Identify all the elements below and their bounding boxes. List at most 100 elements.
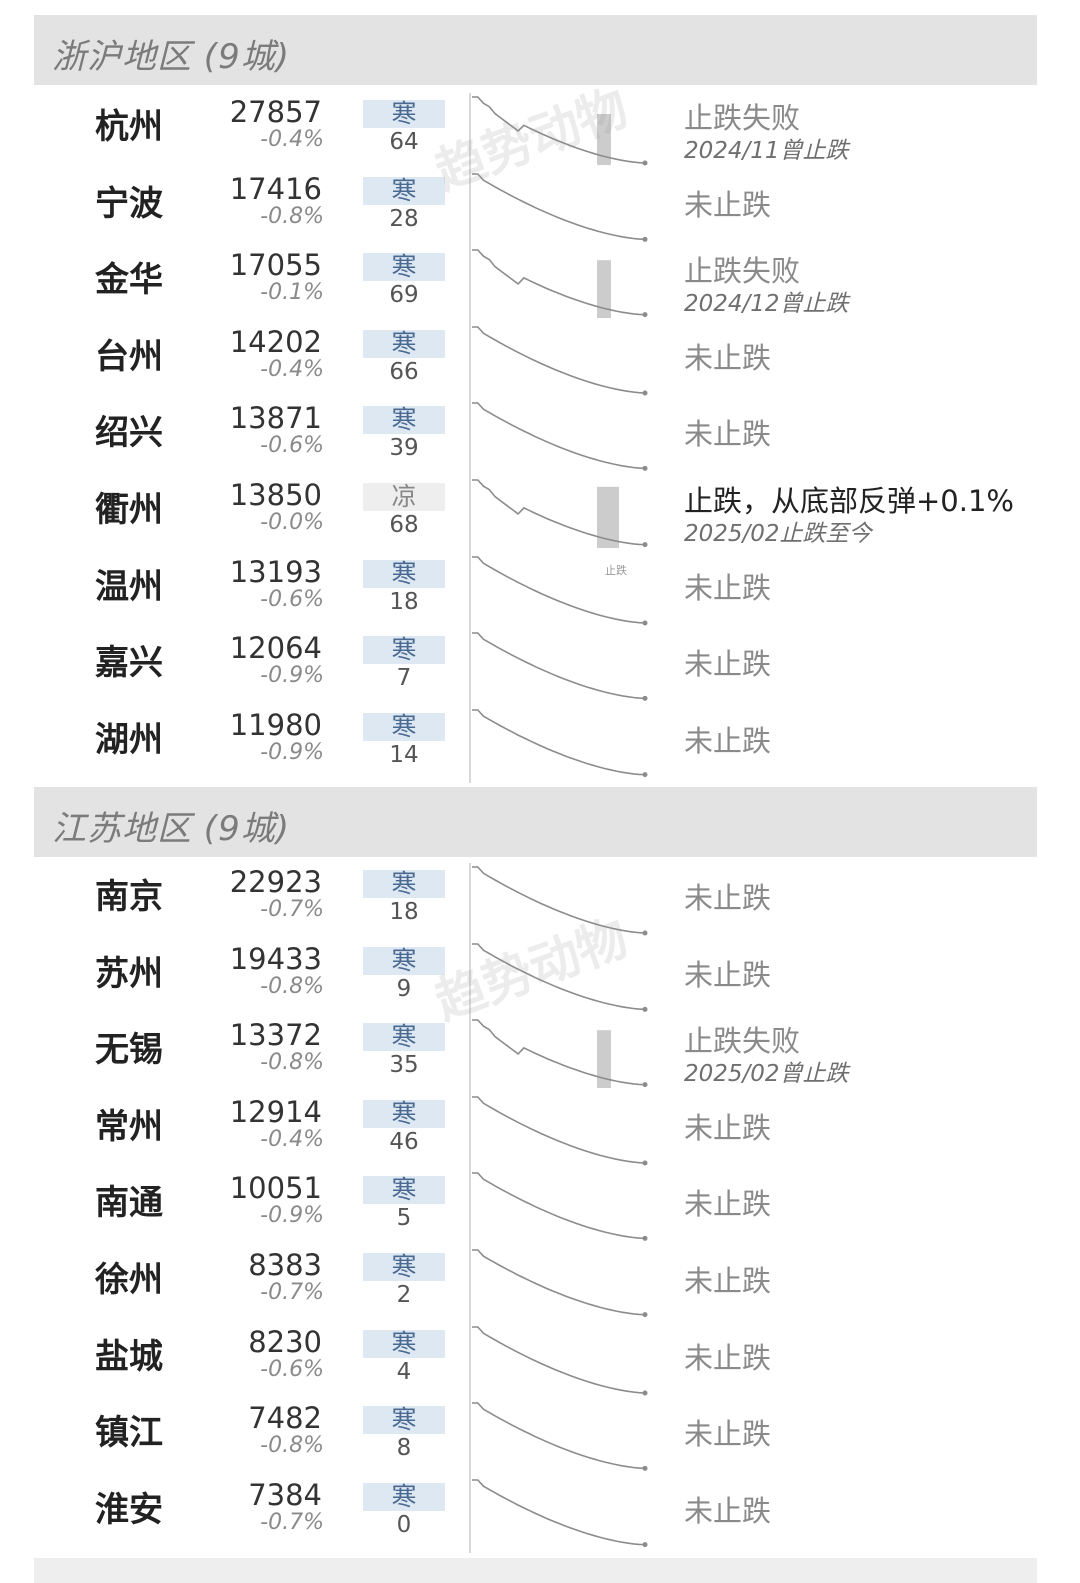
heat-score: 46 <box>389 1128 419 1155</box>
price-change: -0.8% <box>260 973 324 999</box>
sparkline <box>472 942 648 1012</box>
temperature-badge: 寒 <box>363 329 445 358</box>
heat-score: 18 <box>389 899 419 925</box>
temperature-badge: 寒 <box>363 1329 445 1358</box>
price-trend-line <box>472 866 646 934</box>
price-value: 8383 <box>248 1248 322 1282</box>
stop-status: 未止跌 <box>684 570 772 605</box>
table-row: 南京 22923 -0.7% 寒 18 未止跌 <box>0 863 1080 940</box>
city-name: 衢州 <box>95 490 163 530</box>
table-row: 嘉兴 12064 -0.9% 寒 7 未止跌 <box>0 629 1080 707</box>
sparkline: 止跌 <box>472 479 648 577</box>
price-change: -0.4% <box>260 1126 324 1152</box>
end-point <box>642 1236 648 1242</box>
price-change: -0.4% <box>260 127 324 152</box>
table-row: 湖州 11980 -0.9% 寒 14 未止跌 <box>0 705 1080 783</box>
region-title: 浙沪地区 (9城) <box>52 37 290 77</box>
price-change: -0.4% <box>260 356 324 382</box>
divider <box>469 169 471 247</box>
temperature-badge: 凉 <box>363 483 445 511</box>
heat-score: 8 <box>396 1435 412 1462</box>
city-name: 杭州 <box>95 107 163 147</box>
temperature-badge: 寒 <box>363 946 445 975</box>
stop-status: 未止跌 <box>684 957 772 992</box>
end-point <box>642 696 648 702</box>
temperature-badge: 寒 <box>363 636 445 665</box>
sparkline <box>472 96 648 166</box>
price-trend-line <box>472 172 646 240</box>
stop-status: 未止跌 <box>684 187 772 222</box>
price-value: 27857 <box>229 95 322 129</box>
price-change: -0.7% <box>260 1280 324 1305</box>
divider <box>469 552 471 630</box>
price-trend-line <box>472 708 646 776</box>
stop-status: 未止跌 <box>684 881 772 915</box>
divider <box>469 939 471 1017</box>
city-name: 无锡 <box>95 1030 163 1071</box>
table-row: 杭州 27857 -0.4% 寒 64 止跌失败 2024/11曾止跌 <box>0 93 1080 170</box>
stop-status: 止跌失败 <box>684 101 801 135</box>
stop-note: 2025/02曾止跌 <box>684 1061 849 1088</box>
stop-status: 未止跌 <box>684 723 772 758</box>
region-title: 江苏地区 (9城) <box>52 809 290 849</box>
stop-bar <box>597 260 611 319</box>
price-change: -0.7% <box>260 1509 324 1535</box>
divider <box>469 93 471 170</box>
divider <box>469 322 471 400</box>
city-name: 南京 <box>95 877 163 917</box>
temperature-badge: 寒 <box>363 100 445 128</box>
sparkline <box>472 1249 648 1318</box>
sparkline <box>472 249 648 319</box>
price-trend-line <box>472 402 646 470</box>
stop-status: 止跌，从底部反弹+0.1% <box>684 484 1014 518</box>
stop-status: 止跌失败 <box>684 1024 801 1059</box>
divider <box>469 1169 471 1247</box>
table-row: 温州 13193 -0.6% 寒 18 未止跌 <box>0 552 1080 630</box>
end-point <box>642 771 648 777</box>
end-point <box>642 1160 648 1166</box>
stop-status: 未止跌 <box>684 417 772 452</box>
price-trend-line <box>472 555 646 624</box>
table-row: 衢州 13850 -0.0% 凉 68 止跌 止跌，从底部反弹+0.1% 2025/02止跌至… <box>0 476 1080 577</box>
end-point <box>642 1390 648 1396</box>
table-row: 常州 12914 -0.4% 寒 46 未止跌 <box>0 1092 1080 1170</box>
price-change: -0.6% <box>260 433 324 459</box>
sparkline <box>472 1095 648 1166</box>
end-point <box>642 160 648 166</box>
city-name: 金华 <box>95 260 163 301</box>
price-change: -0.8% <box>260 1050 324 1076</box>
price-value: 22923 <box>229 865 322 899</box>
divider <box>469 705 471 783</box>
stop-status: 未止跌 <box>684 1187 772 1222</box>
end-point <box>642 1082 648 1088</box>
price-trend-line <box>472 1249 646 1316</box>
heat-score: 14 <box>389 741 419 768</box>
heat-score: 2 <box>396 1282 412 1308</box>
table-row: 宁波 17416 -0.8% 寒 28 未止跌 <box>0 169 1080 247</box>
price-trend-line <box>472 1402 646 1470</box>
stop-status: 未止跌 <box>684 1493 772 1528</box>
end-point <box>642 1312 648 1318</box>
table-row: 苏州 19433 -0.8% 寒 9 未止跌 <box>0 939 1080 1017</box>
stop-status: 未止跌 <box>684 1264 772 1298</box>
divider <box>469 1322 471 1400</box>
table-row: 台州 14202 -0.4% 寒 66 未止跌 <box>0 322 1080 400</box>
city-name: 盐城 <box>95 1336 163 1377</box>
city-name: 淮安 <box>95 1489 163 1530</box>
price-change: -0.9% <box>260 739 324 765</box>
price-trend-line <box>472 249 646 316</box>
sparkline <box>472 172 648 242</box>
sparkline <box>472 555 648 626</box>
temperature-badge: 寒 <box>363 176 445 205</box>
city-name: 宁波 <box>95 183 163 224</box>
divider <box>469 476 471 553</box>
heat-score: 69 <box>389 282 419 309</box>
price-value: 17416 <box>229 171 322 206</box>
end-point <box>642 312 648 318</box>
price-trend-line <box>472 1019 646 1086</box>
temperature-badge: 寒 <box>363 406 445 435</box>
price-trend-line <box>472 1478 646 1546</box>
city-name: 常州 <box>95 1106 163 1147</box>
heat-score: 5 <box>396 1205 412 1232</box>
price-value: 13871 <box>229 401 322 436</box>
